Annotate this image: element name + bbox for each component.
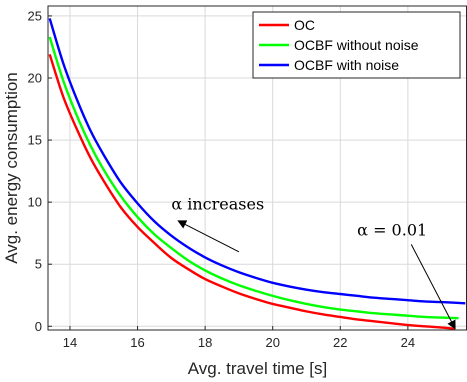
x-tick-label: 16 <box>130 335 144 350</box>
x-axis-label: Avg. travel time [s] <box>188 359 328 378</box>
legend-label-1: OCBF without noise <box>294 37 419 53</box>
y-axis-label: Avg. energy consumption <box>2 72 21 264</box>
y-tick-label: 20 <box>28 71 42 86</box>
y-tick-label: 15 <box>28 133 42 148</box>
annotation-label-1: α = 0.01 <box>357 221 427 240</box>
legend-label-0: OC <box>294 17 315 33</box>
y-tick-label: 25 <box>28 8 42 23</box>
y-tick-label: 5 <box>35 257 42 272</box>
series-line-0 <box>50 54 455 328</box>
y-tick-label: 10 <box>28 195 42 210</box>
x-tick-label: 18 <box>198 335 212 350</box>
series-line-1 <box>50 37 459 318</box>
y-tick-label: 0 <box>35 319 42 334</box>
x-tick-label: 24 <box>401 335 415 350</box>
x-tick-label: 20 <box>265 335 279 350</box>
legend: OC OCBF without noise OCBF with noise <box>253 12 460 78</box>
legend-label-2: OCBF with noise <box>294 57 399 73</box>
x-tick-label: 22 <box>333 335 347 350</box>
annotation-label-0: α increases <box>171 195 264 214</box>
x-tick-label: 14 <box>63 335 77 350</box>
